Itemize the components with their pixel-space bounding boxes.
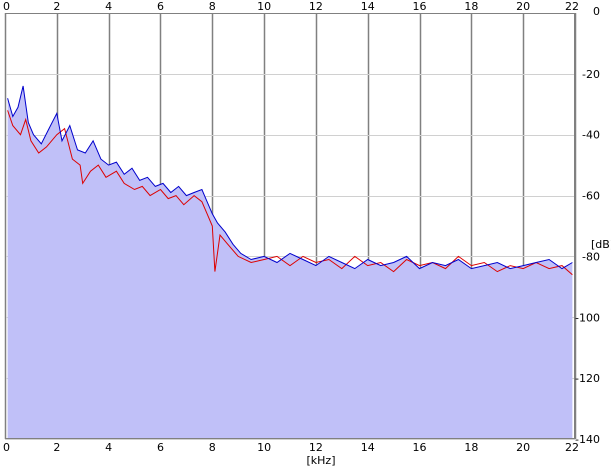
x-tick-bottom-20: 20 [516, 441, 530, 454]
x-tick-bottom-14: 14 [361, 441, 375, 454]
x-axis-label: [kHz] [307, 454, 336, 467]
x-tick-bottom-18: 18 [464, 441, 478, 454]
x-tick-top-14: 14 [361, 0, 375, 13]
y-tick-0: 0 [593, 5, 600, 18]
y-tick--140: -140 [575, 433, 600, 446]
y-tick--120: -120 [575, 372, 600, 385]
y-tick--60: -60 [582, 190, 600, 203]
x-tick-top-0: 0 [3, 0, 10, 13]
y-tick--40: -40 [582, 129, 600, 142]
x-tick-top-12: 12 [309, 0, 323, 13]
blue-channel-line [7, 85, 573, 270]
y-tick-labels: 0 -20 -40 -60 -80 -100 -120 -140 [575, 5, 600, 446]
plot-border [5, 13, 575, 439]
x-tick-top-6: 6 [157, 0, 164, 13]
x-tick-top-20: 20 [516, 0, 530, 13]
x-tick-top-8: 8 [209, 0, 216, 13]
y-tick--80: -80 [582, 250, 600, 263]
y-tick--100: -100 [575, 311, 600, 324]
x-tick-bottom-8: 8 [209, 441, 216, 454]
x-tick-labels-top: 0 2 4 6 8 10 12 14 16 18 20 22 [3, 0, 579, 13]
x-tick-bottom-22: 22 [565, 441, 579, 454]
y-axis-label: [dB] [591, 238, 611, 251]
x-tick-bottom-10: 10 [257, 441, 271, 454]
x-tick-top-16: 16 [413, 0, 427, 13]
x-tick-top-10: 10 [257, 0, 271, 13]
x-tick-bottom-2: 2 [53, 441, 60, 454]
x-tick-bottom-0: 0 [3, 441, 10, 454]
x-tick-bottom-4: 4 [105, 441, 112, 454]
x-tick-bottom-16: 16 [413, 441, 427, 454]
x-tick-bottom-12: 12 [309, 441, 323, 454]
x-tick-top-2: 2 [53, 0, 60, 13]
x-tick-top-4: 4 [105, 0, 112, 13]
x-tick-labels-bottom: 0 2 4 6 8 10 12 14 16 18 20 22 [3, 441, 579, 454]
y-tick--20: -20 [582, 68, 600, 81]
x-tick-bottom-6: 6 [157, 441, 164, 454]
x-tick-top-18: 18 [464, 0, 478, 13]
spectrum-area-fill [7, 86, 573, 439]
x-tick-top-22: 22 [565, 0, 579, 13]
